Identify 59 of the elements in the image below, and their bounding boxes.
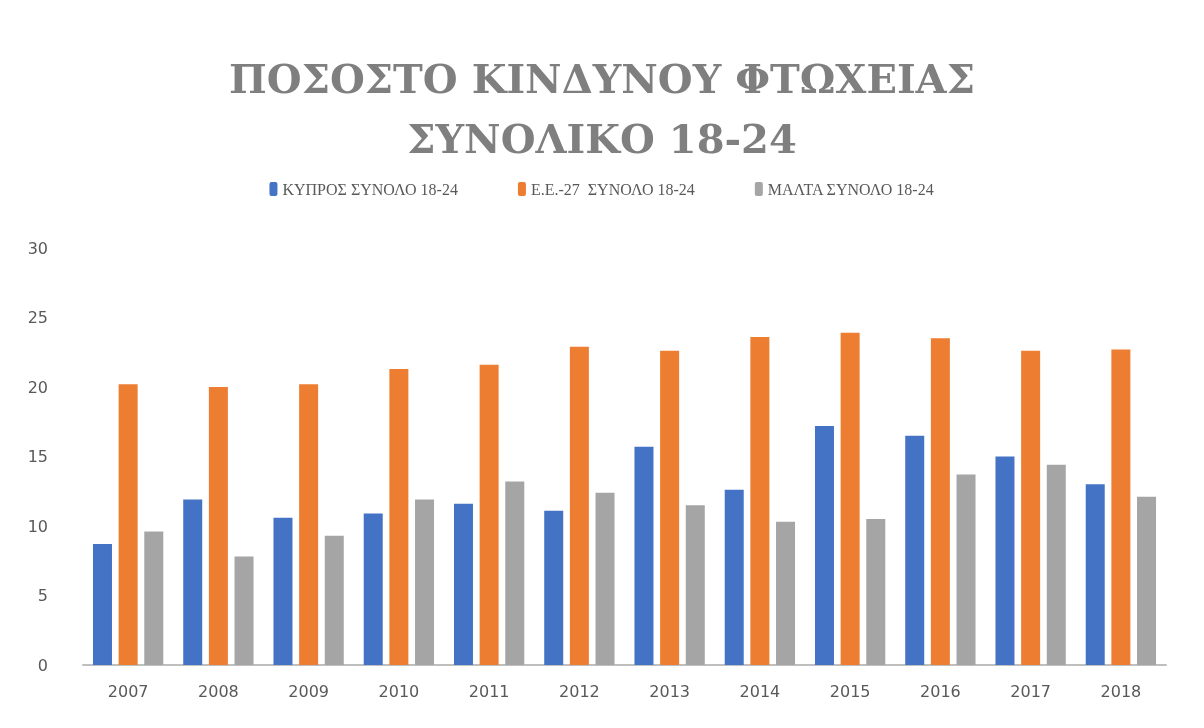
bar (324, 535, 344, 665)
x-tick-label: 2015 (829, 681, 871, 701)
bar (363, 513, 383, 665)
y-tick-label: 25 (27, 308, 48, 327)
bar (660, 350, 680, 665)
bar (776, 521, 796, 665)
bar (1046, 464, 1066, 665)
x-tick-label: 2016 (920, 681, 961, 701)
x-tick-label: 2011 (468, 681, 510, 701)
chart-title: ΠΟΣΟΣΤΟ ΚΙΝΔΥΝΟΥ ΦΤΩΧΕΙΑΣ ΣΥΝΟΛΙΚΟ 18-24 (229, 54, 975, 162)
bar (956, 474, 976, 665)
x-tick-label: 2013 (649, 681, 690, 701)
bar (750, 336, 770, 665)
bar (569, 346, 589, 665)
bar (1085, 484, 1105, 665)
legend-label: ΚΥΠΡΟΣ ΣΥΝΟΛΟ 18-24 (282, 180, 458, 198)
x-tick-label: 2008 (198, 681, 239, 701)
bar (415, 499, 435, 665)
y-tick-label: 20 (27, 377, 48, 397)
bar (544, 510, 564, 665)
bar (479, 364, 499, 665)
bar (595, 492, 615, 665)
bar (685, 505, 705, 665)
bar (930, 338, 950, 665)
x-tick-label: 2009 (288, 681, 329, 701)
bar (118, 384, 138, 665)
bar (144, 531, 164, 665)
bar (995, 456, 1015, 665)
bar (299, 384, 319, 665)
bar (866, 519, 886, 665)
bar (208, 387, 228, 665)
bar (814, 425, 834, 665)
x-tick-label: 2007 (107, 681, 149, 701)
bar (1021, 350, 1041, 665)
bar (505, 481, 525, 665)
bar (724, 489, 744, 665)
legend-label: ΜΑΛΤΑ ΣΥΝΟΛΟ 18-24 (767, 180, 934, 198)
legend-label: Ε.Ε.-27 ΣΥΝΟΛΟ 18-24 (530, 180, 695, 198)
x-tick-label: 2018 (1100, 681, 1142, 701)
x-tick-label: 2012 (559, 681, 600, 701)
bar (453, 503, 473, 665)
bar (234, 556, 254, 665)
y-tick-label: 30 (27, 238, 48, 258)
y-tick-label: 15 (27, 447, 48, 466)
bar (389, 368, 409, 665)
y-tick-label: 5 (37, 586, 48, 605)
bar (183, 499, 203, 665)
bar (1137, 496, 1157, 665)
bar (905, 435, 925, 665)
x-tick-label: 2017 (1010, 681, 1051, 701)
x-tick-label: 2010 (378, 681, 420, 701)
x-tick-label: 2014 (739, 681, 781, 701)
bar (92, 544, 112, 665)
bar (634, 446, 654, 665)
y-tick-label: 10 (27, 516, 48, 536)
bar (273, 517, 293, 665)
y-tick-label: 0 (37, 655, 48, 675)
bar (1111, 349, 1131, 665)
bar (840, 332, 860, 665)
